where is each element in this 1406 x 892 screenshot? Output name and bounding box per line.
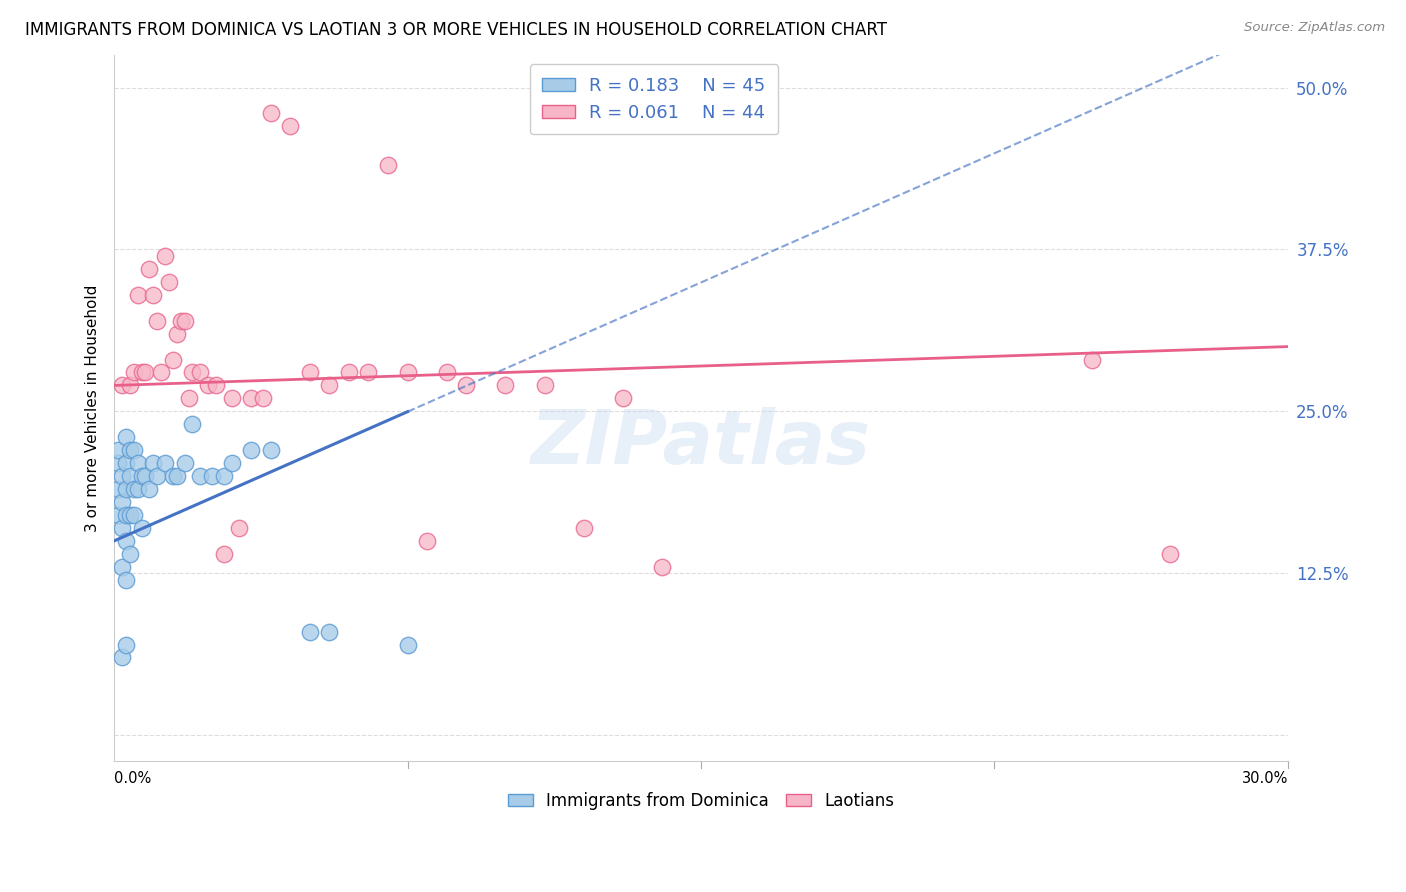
Point	[115, 430, 138, 444]
Point	[115, 573, 138, 587]
Point	[118, 469, 141, 483]
Text: ZIPatlas: ZIPatlas	[531, 407, 872, 480]
Point	[150, 366, 173, 380]
Point	[173, 456, 195, 470]
Point	[153, 249, 176, 263]
Point	[188, 469, 211, 483]
Point	[188, 366, 211, 380]
Point	[146, 314, 169, 328]
Point	[212, 469, 235, 483]
Point	[127, 456, 149, 470]
Point	[131, 521, 153, 535]
Point	[131, 366, 153, 380]
Point	[1081, 352, 1104, 367]
Point	[221, 456, 243, 470]
Point	[138, 261, 160, 276]
Point	[111, 495, 134, 509]
Point	[278, 120, 301, 134]
Point	[122, 508, 145, 522]
Point	[118, 443, 141, 458]
Point	[416, 533, 439, 548]
Point	[111, 521, 134, 535]
Point	[173, 314, 195, 328]
Point	[201, 469, 224, 483]
Point	[396, 638, 419, 652]
Point	[111, 559, 134, 574]
Point	[115, 533, 138, 548]
Point	[107, 482, 129, 496]
Point	[157, 275, 180, 289]
Point	[111, 378, 134, 392]
Point	[122, 366, 145, 380]
Point	[396, 366, 419, 380]
Point	[111, 469, 134, 483]
Point	[115, 482, 138, 496]
Point	[240, 392, 263, 406]
Point	[436, 366, 458, 380]
Point	[212, 547, 235, 561]
Point	[260, 106, 283, 120]
Point	[138, 482, 160, 496]
Point	[127, 482, 149, 496]
Point	[240, 443, 263, 458]
Point	[318, 378, 340, 392]
Point	[298, 366, 321, 380]
Point	[1159, 547, 1181, 561]
Point	[115, 638, 138, 652]
Point	[177, 392, 200, 406]
Point	[107, 508, 129, 522]
Point	[142, 456, 165, 470]
Point	[252, 392, 274, 406]
Point	[197, 378, 219, 392]
Point	[115, 508, 138, 522]
Y-axis label: 3 or more Vehicles in Household: 3 or more Vehicles in Household	[86, 285, 100, 532]
Point	[181, 417, 204, 432]
Point	[107, 456, 129, 470]
Text: 30.0%: 30.0%	[1241, 772, 1288, 787]
Point	[166, 326, 188, 341]
Point	[162, 352, 184, 367]
Point	[131, 469, 153, 483]
Point	[205, 378, 228, 392]
Point	[134, 469, 156, 483]
Point	[572, 521, 595, 535]
Legend: Immigrants from Dominica, Laotians: Immigrants from Dominica, Laotians	[502, 785, 901, 816]
Point	[127, 287, 149, 301]
Point	[456, 378, 478, 392]
Point	[377, 158, 399, 172]
Point	[494, 378, 516, 392]
Point	[533, 378, 555, 392]
Point	[298, 624, 321, 639]
Point	[318, 624, 340, 639]
Point	[107, 443, 129, 458]
Point	[162, 469, 184, 483]
Point	[115, 456, 138, 470]
Point	[111, 650, 134, 665]
Point	[337, 366, 360, 380]
Point	[612, 392, 634, 406]
Point	[142, 287, 165, 301]
Point	[170, 314, 193, 328]
Point	[166, 469, 188, 483]
Point	[357, 366, 380, 380]
Text: 0.0%: 0.0%	[114, 772, 152, 787]
Text: IMMIGRANTS FROM DOMINICA VS LAOTIAN 3 OR MORE VEHICLES IN HOUSEHOLD CORRELATION : IMMIGRANTS FROM DOMINICA VS LAOTIAN 3 OR…	[25, 21, 887, 39]
Point	[228, 521, 250, 535]
Point	[651, 559, 673, 574]
Point	[146, 469, 169, 483]
Point	[118, 508, 141, 522]
Point	[181, 366, 204, 380]
Point	[122, 482, 145, 496]
Point	[118, 547, 141, 561]
Point	[153, 456, 176, 470]
Point	[134, 366, 156, 380]
Point	[221, 392, 243, 406]
Point	[260, 443, 283, 458]
Point	[122, 443, 145, 458]
Text: Source: ZipAtlas.com: Source: ZipAtlas.com	[1244, 21, 1385, 35]
Point	[118, 378, 141, 392]
